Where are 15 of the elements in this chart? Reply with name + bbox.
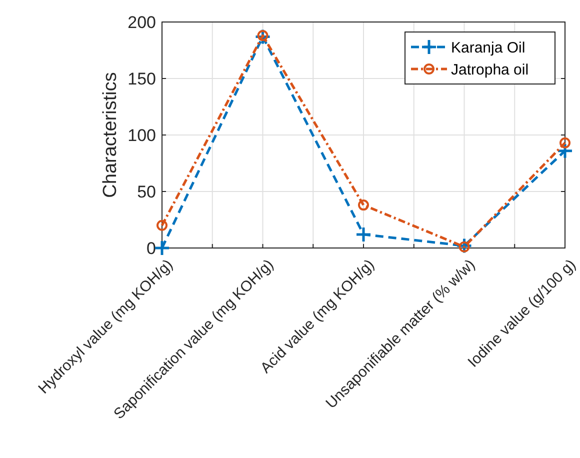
point (154, 240, 170, 256)
legend-label: Jatropha oil (451, 61, 529, 78)
legend-label: Karanja Oil (451, 39, 526, 56)
point (156, 220, 168, 231)
y-tick-label: 0 (146, 238, 156, 258)
y-tick-label: 200 (128, 12, 156, 32)
y-axis-title: Characteristics (100, 72, 121, 198)
y-tick-label: 150 (128, 69, 156, 88)
point (560, 137, 570, 148)
point (355, 226, 372, 243)
y-tick-label: 50 (137, 182, 156, 202)
point (257, 30, 268, 42)
point (358, 200, 369, 211)
point (458, 241, 470, 252)
y-tick-label: 100 (128, 126, 156, 145)
